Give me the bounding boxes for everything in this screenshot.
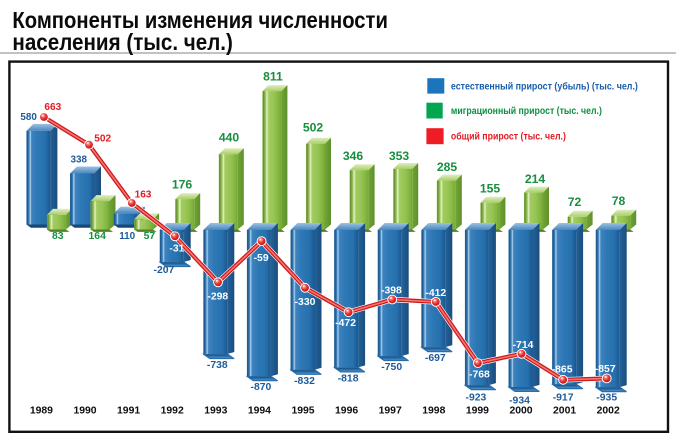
svg-text:1997: 1997: [379, 406, 402, 417]
svg-text:-330: -330: [295, 297, 316, 308]
svg-text:2000: 2000: [509, 406, 532, 417]
svg-text:580: 580: [20, 112, 37, 123]
svg-text:-412: -412: [425, 288, 446, 299]
svg-text:110: 110: [119, 231, 135, 242]
svg-text:-865: -865: [552, 365, 573, 376]
svg-text:Компоненты изменения численнос: Компоненты изменения численности: [12, 7, 388, 33]
svg-text:1992: 1992: [161, 406, 184, 417]
svg-text:естественный прирост (убыль) (: естественный прирост (убыль) (тыс. чел.): [451, 81, 638, 93]
svg-text:-472: -472: [335, 318, 356, 329]
svg-text:285: 285: [437, 160, 458, 174]
svg-text:1995: 1995: [291, 406, 314, 417]
svg-text:-935: -935: [596, 393, 617, 404]
svg-text:346: 346: [343, 149, 364, 163]
svg-text:-832: -832: [294, 376, 315, 387]
svg-text:миграционный прирост (тыс. чел: миграционный прирост (тыс. чел.): [451, 105, 602, 117]
svg-text:811: 811: [263, 70, 283, 84]
svg-text:78: 78: [612, 194, 626, 208]
svg-text:-917: -917: [553, 393, 574, 404]
svg-text:-923: -923: [466, 393, 487, 404]
svg-text:1990: 1990: [73, 406, 96, 417]
svg-text:83: 83: [52, 231, 64, 242]
svg-text:163: 163: [135, 190, 152, 201]
svg-text:1998: 1998: [422, 406, 445, 417]
svg-text:-818: -818: [338, 373, 359, 384]
svg-text:2001: 2001: [553, 406, 576, 417]
svg-text:-207: -207: [154, 265, 175, 276]
svg-text:-398: -398: [381, 286, 402, 297]
svg-text:155: 155: [480, 182, 501, 196]
svg-text:1989: 1989: [30, 406, 53, 417]
svg-text:-697: -697: [425, 353, 446, 364]
svg-text:-870: -870: [251, 382, 272, 393]
svg-text:1994: 1994: [248, 406, 271, 417]
svg-text:-738: -738: [207, 360, 228, 371]
svg-text:-768: -768: [469, 370, 490, 381]
svg-text:населения (тыс. чел.): населения (тыс. чел.): [12, 29, 233, 55]
svg-text:-298: -298: [207, 292, 228, 303]
svg-text:72: 72: [568, 195, 582, 209]
svg-text:353: 353: [389, 149, 410, 163]
svg-text:-750: -750: [381, 362, 402, 373]
svg-text:440: 440: [219, 131, 240, 145]
svg-text:214: 214: [525, 172, 546, 186]
svg-text:164: 164: [89, 231, 107, 242]
svg-text:502: 502: [303, 121, 324, 135]
svg-text:-934: -934: [509, 396, 530, 407]
svg-text:176: 176: [172, 178, 193, 192]
svg-text:общий прирост (тыс. чел.): общий прирост (тыс. чел.): [451, 130, 566, 142]
svg-text:663: 663: [44, 102, 61, 113]
svg-text:-857: -857: [595, 364, 616, 375]
svg-text:1999: 1999: [466, 406, 489, 417]
svg-text:-714: -714: [513, 340, 534, 351]
svg-text:1991: 1991: [117, 406, 140, 417]
svg-text:2002: 2002: [597, 406, 620, 417]
svg-text:-31: -31: [169, 243, 184, 254]
svg-text:-59: -59: [254, 253, 269, 264]
svg-text:1996: 1996: [335, 406, 358, 417]
svg-text:502: 502: [94, 134, 111, 145]
svg-text:1993: 1993: [204, 406, 227, 417]
svg-text:338: 338: [71, 155, 88, 166]
svg-text:57: 57: [144, 231, 156, 242]
